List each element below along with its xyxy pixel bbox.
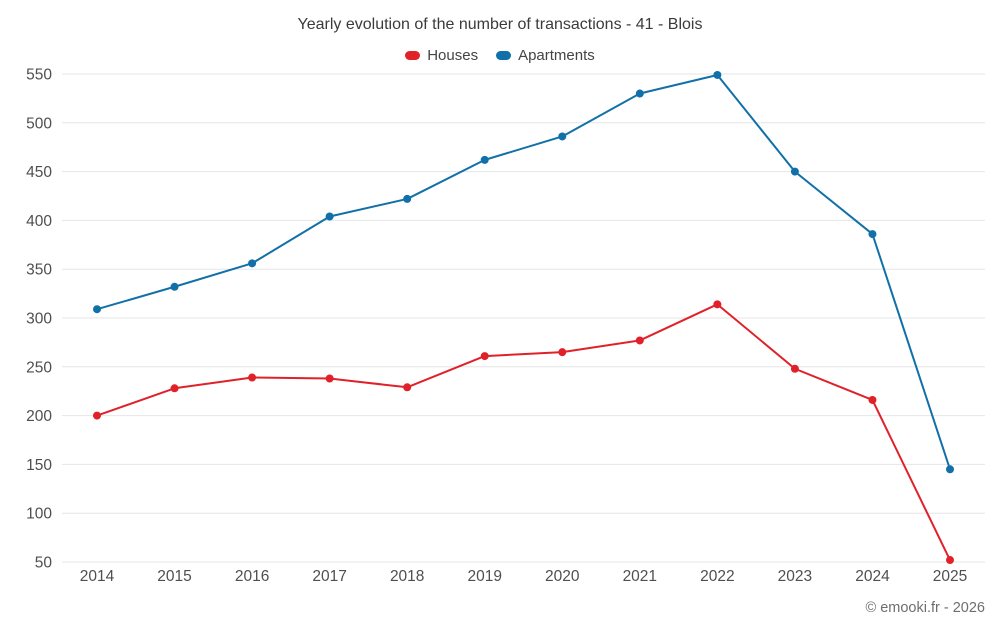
legend-label: Apartments [518,47,595,64]
y-tick-label: 200 [26,408,52,425]
data-point-apartments-2014[interactable] [93,305,101,314]
data-point-apartments-2015[interactable] [170,282,179,291]
copyright-text: © emooki.fr - 2026 [865,600,985,616]
x-tick-label: 2024 [855,568,890,585]
x-tick-label: 2016 [235,568,269,585]
data-point-houses-2019[interactable] [480,352,489,361]
data-point-apartments-2017[interactable] [325,212,334,221]
y-tick-label: 100 [26,506,52,523]
legend-swatch [496,51,512,60]
x-tick-label: 2015 [157,568,191,585]
x-tick-label: 2018 [390,568,424,585]
x-tick-label: 2021 [623,568,657,585]
y-tick-label: 450 [26,164,52,181]
x-tick-label: 2025 [933,568,967,585]
data-point-houses-2025[interactable] [946,556,954,565]
data-point-houses-2024[interactable] [868,395,877,404]
data-point-houses-2018[interactable] [403,383,412,392]
y-tick-label: 50 [35,555,53,572]
legend-label: Houses [427,47,479,64]
y-tick-label: 250 [26,359,52,376]
legend-swatch [405,51,421,60]
y-tick-label: 150 [26,457,52,474]
data-point-houses-2023[interactable] [790,364,799,373]
data-point-apartments-2019[interactable] [480,155,489,164]
x-tick-label: 2014 [80,568,115,585]
chart-legend: Houses Apartments [0,47,1000,64]
x-tick-label: 2022 [700,568,734,585]
data-point-apartments-2021[interactable] [635,89,644,98]
data-point-apartments-2018[interactable] [403,194,412,203]
data-point-apartments-2020[interactable] [558,132,567,141]
legend-item-houses[interactable]: Houses [405,47,478,64]
series-line-houses [96,303,951,562]
x-tick-label: 2023 [778,568,812,585]
y-tick-label: 350 [26,262,52,279]
x-tick-label: 2020 [545,568,580,585]
data-point-houses-2022[interactable] [713,300,722,309]
x-tick-label: 2019 [467,568,501,585]
data-point-apartments-2024[interactable] [868,230,877,239]
data-point-houses-2021[interactable] [635,336,644,345]
data-point-houses-2015[interactable] [170,384,179,393]
data-point-houses-2017[interactable] [325,374,334,383]
y-tick-label: 300 [26,311,52,328]
data-point-houses-2014[interactable] [93,411,101,420]
chart-title: Yearly evolution of the number of transa… [297,16,703,33]
data-point-apartments-2023[interactable] [790,167,799,176]
y-tick-label: 550 [26,67,52,84]
data-point-houses-2020[interactable] [558,348,567,357]
series-line-apartments [96,73,951,471]
data-point-apartments-2025[interactable] [946,465,954,474]
data-point-houses-2016[interactable] [248,373,257,382]
legend-item-apartments[interactable]: Apartments [496,47,595,64]
data-point-apartments-2016[interactable] [248,259,257,268]
y-tick-label: 400 [26,213,52,230]
data-point-apartments-2022[interactable] [713,70,722,79]
y-tick-label: 500 [26,115,52,132]
x-tick-label: 2017 [312,568,346,585]
